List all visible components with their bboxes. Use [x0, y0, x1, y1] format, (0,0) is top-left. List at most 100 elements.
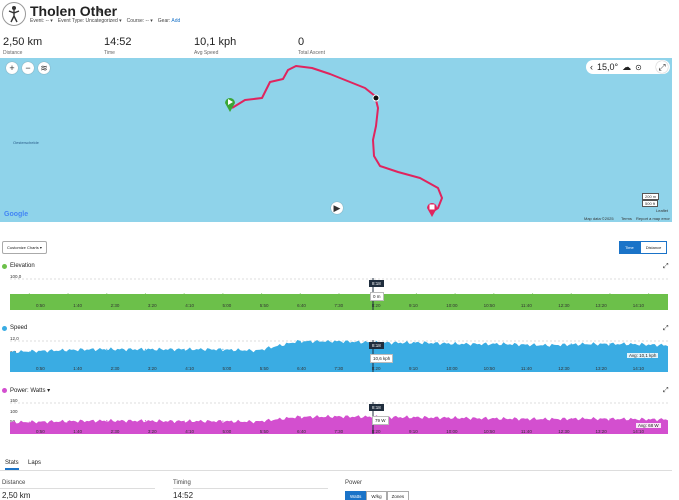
x-tick-label: 2:30: [110, 429, 120, 434]
toggle-time[interactable]: Time: [619, 241, 640, 254]
expand-elevation-icon[interactable]: ⤢: [663, 263, 669, 270]
power-title-text[interactable]: Power: Watts ▾: [10, 388, 51, 394]
scale-m: 200 m: [642, 193, 660, 200]
google-logo: Google: [4, 211, 29, 218]
x-tick-label: 0:50: [36, 429, 45, 434]
elevation-point: [493, 293, 495, 295]
power-point: [260, 421, 263, 423]
temperature: 15,0°: [597, 62, 619, 72]
toggle-distance[interactable]: Distance: [639, 241, 668, 254]
event-type-dropdown[interactable]: Event Type: Uncategorized ▾: [57, 18, 122, 24]
x-tick-label: 9:10: [409, 366, 418, 371]
weather-widget[interactable]: ‹ 15,0° ☁ ⊙: [586, 60, 670, 74]
elevation-point: [222, 293, 224, 295]
edit-pencil-icon[interactable]: ✎: [96, 6, 104, 16]
x-tick-label: 10:50: [483, 429, 495, 434]
x-axis-toggle: Time Distance: [619, 241, 668, 254]
speed-chart[interactable]: [10, 340, 668, 372]
place-label: Oesterschelde: [13, 140, 39, 145]
elevation-point: [648, 293, 650, 295]
expand-power-icon[interactable]: ⤢: [663, 387, 669, 394]
route-map[interactable]: ▶ + − ≋ ‹ 15,0° ☁ ⊙ ⤢ Oesterschelde Goog…: [0, 58, 672, 222]
power-point: [609, 418, 611, 420]
power-point: [338, 415, 340, 418]
fullscreen-icon[interactable]: ⤢: [656, 61, 668, 73]
x-tick-label: 0:50: [36, 366, 45, 371]
marker-time: 8:18: [369, 342, 384, 349]
speed-point: [260, 350, 263, 352]
map-copyright: Map data ©2025: [584, 216, 614, 221]
power-tooltip: 79 W: [372, 416, 389, 425]
elevation-point: [183, 293, 185, 295]
power-chart-title[interactable]: Power: Watts ▾: [2, 387, 50, 394]
elevation-point: [106, 293, 108, 295]
elevation-point: [570, 293, 572, 295]
stat-avg-speed: 10,1 kph Avg Speed: [194, 36, 236, 56]
x-tick-label: 10:00: [446, 366, 458, 371]
x-tick-label: 13:20: [595, 366, 607, 371]
stat-time: 14:52 Time: [104, 36, 132, 56]
course-dropdown[interactable]: Course: -- ▾: [126, 18, 153, 24]
stats-tabs: Stats Laps: [0, 459, 672, 471]
elevation-title-text: Elevation: [10, 263, 35, 269]
speed-point: [570, 343, 572, 345]
speed-avg-label: Avg: 10,1 kph: [627, 353, 659, 358]
zoom-out-button[interactable]: −: [22, 62, 34, 74]
speed-point: [28, 351, 30, 353]
x-tick-label: 13:20: [595, 303, 607, 308]
speed-tooltip: 10,6 kph: [370, 354, 394, 363]
activity-title[interactable]: Tholen Other: [30, 3, 118, 19]
x-tick-label: 12:30: [558, 303, 570, 308]
power-point: [648, 418, 650, 421]
stat-value: 0: [298, 36, 305, 48]
power-point: [183, 420, 185, 422]
stat-label: Distance: [3, 50, 23, 56]
x-tick-label: 9:10: [409, 429, 418, 434]
x-tick-label: 10:00: [446, 429, 458, 434]
power-point: [415, 416, 418, 418]
stat-label: Total Ascent: [298, 50, 325, 56]
power-dot-icon: [2, 388, 7, 393]
speed-point: [67, 350, 69, 352]
x-tick-label: 1:40: [73, 429, 83, 434]
speed-point: [415, 342, 418, 344]
expand-speed-icon[interactable]: ⤢: [663, 325, 669, 332]
x-tick-label: 14:10: [632, 366, 645, 371]
x-tick-label: 12:30: [558, 366, 570, 371]
speed-title-text: Speed: [10, 325, 28, 331]
power-x-ticks: 0:50 1:40 2:30 3:20 4:10 5:00 5:50 6:40 7:30 8:20…: [0, 429, 679, 435]
x-tick-label: 5:00: [222, 303, 232, 308]
event-dropdown[interactable]: Event: -- ▾: [30, 18, 53, 24]
x-tick-label: 6:40: [297, 303, 306, 308]
x-tick-label: 13:20: [595, 429, 607, 434]
zoom-in-button[interactable]: +: [6, 62, 18, 74]
finish-marker-icon: [426, 200, 438, 222]
customize-charts-button[interactable]: Customize Charts ▾: [2, 241, 47, 254]
power-tab-zones[interactable]: Zones: [386, 491, 410, 500]
power-point: [299, 416, 301, 418]
layers-icon[interactable]: ≋: [38, 62, 50, 74]
power-avg-label: Avg: 68 W: [636, 423, 661, 428]
speed-point: [183, 348, 185, 350]
speed-point: [493, 343, 495, 345]
route-track: [231, 65, 443, 213]
speed-x-ticks: 0:50 1:40 2:30 3:20 4:10 5:00 5:50 6:40 7:30 8:20…: [0, 366, 679, 372]
power-tab-watts[interactable]: Watts: [345, 491, 367, 500]
play-button[interactable]: ▶: [331, 202, 343, 214]
speed-point: [144, 348, 147, 350]
power-tab-wkg[interactable]: W/kg: [366, 491, 387, 500]
tab-laps[interactable]: Laps: [28, 460, 42, 466]
report-link[interactable]: Report a map error: [636, 216, 670, 221]
tab-stats[interactable]: Stats: [5, 460, 19, 470]
route-line: [231, 65, 443, 213]
gear-add-link[interactable]: Add: [171, 18, 181, 24]
y-label: 12,0: [10, 336, 19, 341]
leaflet-link[interactable]: Leaflet: [656, 208, 669, 213]
terms-link[interactable]: Terms: [621, 216, 632, 221]
x-tick-label: 2:30: [110, 366, 120, 371]
x-tick-label: 10:50: [483, 303, 495, 308]
start-marker-icon: [224, 95, 236, 118]
marker-time: 8:18: [369, 280, 384, 287]
chevron-left-icon[interactable]: ‹: [590, 62, 593, 72]
timing-value: 14:52: [173, 491, 194, 500]
